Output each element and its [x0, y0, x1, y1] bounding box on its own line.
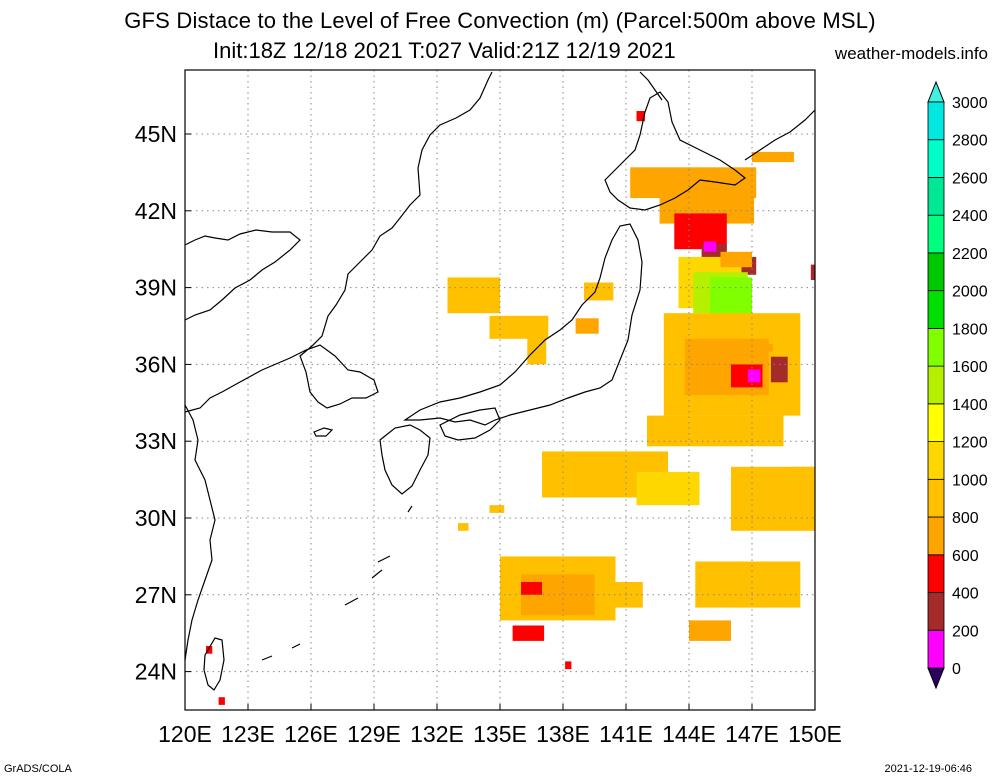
lat-tick-label: 36N [135, 351, 177, 377]
lfc-cell [770, 356, 788, 383]
lfc-cell [636, 471, 700, 506]
coast-hokkaido [604, 91, 747, 211]
colorbar-swatch [927, 290, 945, 329]
colorbar-swatch [927, 592, 945, 631]
coast-honshu [403, 223, 643, 426]
colorbar-swatch [927, 101, 945, 141]
lat-tick-label: 42N [135, 198, 177, 224]
lfc-cell [565, 661, 572, 670]
lfc-cell [703, 241, 717, 252]
footer-timestamp: 2021-12-19-06:46 [884, 763, 972, 775]
coast-jeju [313, 427, 334, 437]
lon-tick-label: 120E [158, 721, 212, 747]
colorbar-label: 1800 [952, 321, 988, 338]
map-subtitle: Init:18Z 12/18 2021 T:027 Valid:21Z 12/1… [213, 38, 676, 63]
colorbar-label: 2400 [952, 208, 988, 225]
footer-software: GrADS/COLA [4, 763, 72, 775]
lfc-cell [810, 264, 815, 280]
colorbar-swatch [927, 327, 945, 367]
coast-shikoku [439, 407, 501, 441]
coast-kurils [744, 109, 816, 161]
lfc-cell [521, 582, 542, 595]
graticule [185, 70, 815, 710]
colorbar-swatch [927, 177, 945, 216]
lfc-cell [695, 561, 801, 608]
lfc-cell [636, 111, 645, 122]
coast-ryukyu [261, 505, 413, 661]
lon-tick-label: 147E [725, 721, 779, 747]
lfc-cell [762, 343, 773, 352]
lon-tick-label: 141E [599, 721, 653, 747]
colorbar-label: 600 [952, 548, 979, 565]
colorbar-swatch [927, 441, 945, 480]
lfc-cell [206, 646, 213, 654]
lat-tick-label: 33N [135, 428, 177, 454]
lon-tick-label: 150E [788, 721, 842, 747]
lon-tick-label: 144E [662, 721, 716, 747]
colorbar-swatch [927, 478, 945, 518]
colorbar: 0 200 400 600 800 1000 1200 1400 1600 1800 2000 220… [927, 80, 988, 690]
coast-east-china [184, 404, 216, 661]
colorbar-label: 1400 [952, 397, 988, 414]
lon-tick-label: 135E [473, 721, 527, 747]
colorbar-label: 2000 [952, 284, 988, 301]
colorbar-label: 1200 [952, 435, 988, 452]
lfc-cell [489, 505, 505, 513]
lfc-cell [575, 318, 599, 334]
colorbar-swatch [927, 252, 945, 291]
colorbar-swatch [927, 629, 945, 669]
lfc-cell [752, 151, 794, 163]
lon-tick-label: 138E [536, 721, 590, 747]
lfc-cell [458, 523, 469, 531]
lat-tick-label: 27N [135, 582, 177, 608]
coast-sakhalin [639, 71, 663, 101]
lfc-cell [689, 620, 731, 641]
colorbar-low-arrow [927, 667, 945, 690]
colorbar-swatch [927, 516, 945, 556]
colorbar-swatch [927, 214, 945, 254]
coastlines [184, 71, 816, 691]
coast-kyushu [379, 424, 431, 495]
colorbar-label: 2800 [952, 133, 988, 150]
lon-tick-label: 132E [410, 721, 464, 747]
lfc-cell [447, 277, 500, 314]
lfc-cell [489, 315, 549, 339]
colorbar-label: 2600 [952, 171, 988, 188]
colorbar-swatch [927, 403, 945, 442]
colorbar-label: 200 [952, 623, 979, 640]
site-credit: weather-models.info [834, 44, 988, 63]
colorbar-label: 1600 [952, 359, 988, 376]
lfc-cell [584, 282, 614, 301]
lon-tick-label: 123E [221, 721, 275, 747]
colorbar-label: 0 [952, 661, 961, 678]
axis-labels: 120E 123E 126E 129E 132E 135E 138E 141E 144E 147E… [135, 121, 842, 747]
lfc-field-layer [206, 111, 815, 705]
lfc-cell [218, 697, 225, 705]
colorbar-label: 2200 [952, 246, 988, 263]
colorbar-label: 1000 [952, 472, 988, 489]
lfc-cell [674, 213, 727, 250]
lon-tick-label: 126E [284, 721, 338, 747]
colorbar-label: 400 [952, 586, 979, 603]
colorbar-swatch [927, 139, 945, 178]
lfc-cell [512, 625, 545, 641]
colorbar-label: 3000 [952, 95, 988, 112]
lat-tick-label: 24N [135, 659, 177, 685]
coast-korea [184, 71, 493, 413]
colorbar-high-arrow [927, 80, 945, 103]
map-title: GFS Distace to the Level of Free Convect… [124, 8, 876, 33]
lon-tick-label: 129E [347, 721, 401, 747]
coast-china [184, 229, 301, 321]
lat-tick-label: 30N [135, 505, 177, 531]
lfc-cell [789, 466, 815, 493]
lfc-cell [747, 369, 761, 383]
lfc-cell [720, 251, 752, 268]
colorbar-swatch [927, 554, 945, 593]
coast-taiwan [203, 637, 225, 691]
lat-tick-label: 39N [135, 275, 177, 301]
lat-tick-label: 45N [135, 121, 177, 147]
colorbar-label: 800 [952, 510, 979, 527]
colorbar-swatch [927, 365, 945, 405]
